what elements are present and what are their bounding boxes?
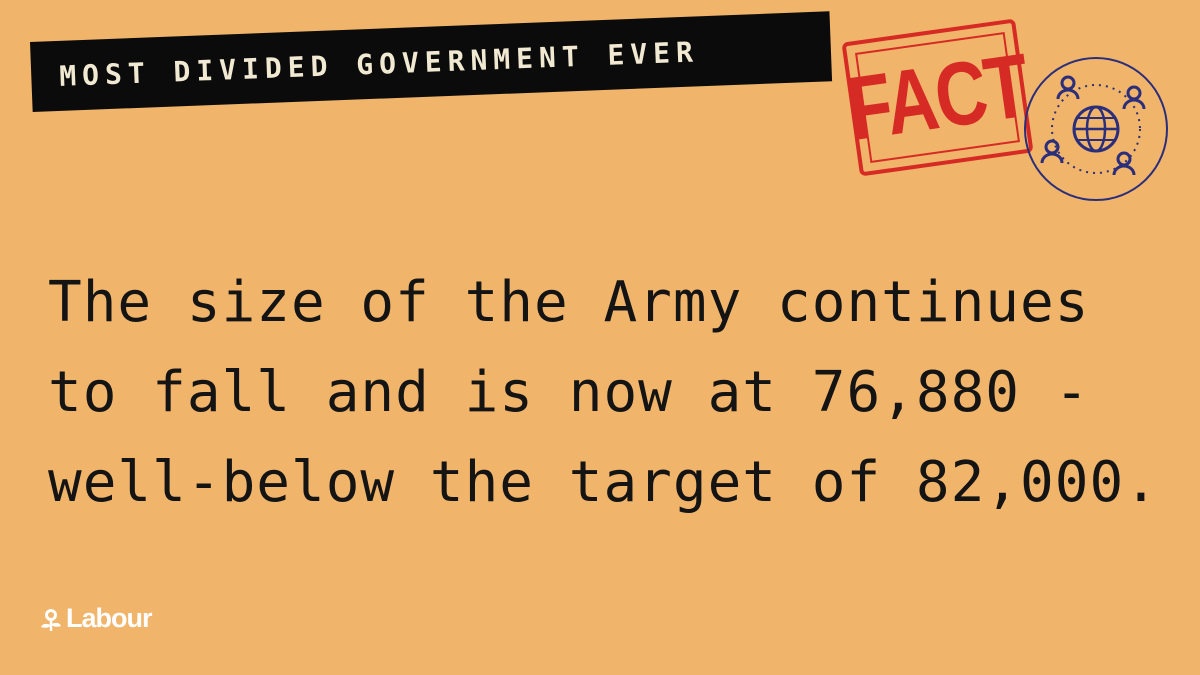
headline-banner: MOST DIVIDED GOVERNMENT EVER [30, 11, 833, 112]
logo-text: Labour [66, 603, 152, 633]
banner-text: MOST DIVIDED GOVERNMENT EVER [58, 34, 700, 93]
fact-stamp-inner-border: FACT [841, 32, 1034, 163]
globe-people-icon [1024, 57, 1168, 201]
statement-line: The size of the Army continues [48, 270, 1090, 335]
statement-text: The size of the Army continues to fall a… [48, 258, 1158, 528]
rose-icon [41, 608, 61, 631]
labour-logo: Labour [38, 603, 152, 634]
statement-line: well-below the target of 82,000. [48, 450, 1159, 515]
fact-stamp: FACT [841, 18, 1034, 177]
statement-line: to fall and is now at 76,880 - [48, 360, 1090, 425]
fact-stamp-text: FACT [841, 35, 1034, 160]
